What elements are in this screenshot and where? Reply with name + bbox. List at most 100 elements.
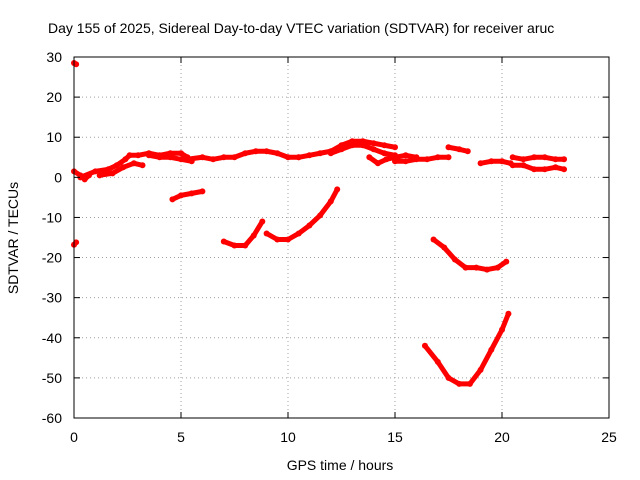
data-point bbox=[199, 154, 206, 161]
data-point bbox=[135, 152, 142, 159]
data-point bbox=[402, 152, 409, 159]
data-point bbox=[274, 150, 281, 157]
grid bbox=[74, 57, 609, 418]
x-tick-label: 25 bbox=[601, 429, 617, 445]
data-point bbox=[73, 61, 80, 68]
data-point bbox=[250, 232, 257, 239]
data-point bbox=[113, 162, 120, 169]
data-point bbox=[126, 152, 133, 159]
data-point bbox=[295, 230, 302, 237]
data-point bbox=[445, 144, 452, 151]
data-point bbox=[242, 150, 249, 157]
data-point bbox=[434, 358, 441, 365]
data-point bbox=[167, 154, 174, 161]
series-arc-10 bbox=[263, 186, 341, 243]
series-arc-16 bbox=[430, 236, 510, 273]
series-arc-18 bbox=[477, 158, 514, 167]
data-point bbox=[306, 152, 313, 159]
data-point bbox=[552, 164, 559, 171]
data-point bbox=[488, 158, 495, 165]
x-axis-label: GPS time / hours bbox=[287, 457, 394, 473]
data-point bbox=[220, 154, 227, 161]
data-point bbox=[374, 160, 381, 167]
data-point bbox=[327, 198, 334, 205]
series-arc-7 bbox=[184, 148, 302, 163]
data-point bbox=[199, 188, 206, 195]
data-point bbox=[92, 168, 99, 175]
y-axis-label: SDTVAR / TECUs bbox=[5, 182, 21, 294]
data-point bbox=[464, 148, 471, 155]
data-point bbox=[484, 266, 491, 273]
data-point bbox=[477, 366, 484, 373]
y-tick-label: 10 bbox=[46, 129, 62, 145]
data-point bbox=[105, 166, 112, 173]
series-arc-15 bbox=[445, 144, 471, 155]
data-point bbox=[285, 154, 291, 161]
y-tick-label: -30 bbox=[42, 290, 62, 306]
data-point bbox=[392, 158, 398, 165]
series-line bbox=[221, 218, 265, 249]
plot-frame bbox=[73, 56, 610, 419]
y-tick-label: -20 bbox=[42, 250, 62, 266]
data-point bbox=[338, 146, 345, 153]
series-line bbox=[431, 237, 509, 273]
data-point bbox=[392, 144, 398, 151]
data-point bbox=[561, 166, 568, 173]
data-point bbox=[178, 150, 184, 157]
data-point bbox=[413, 156, 420, 163]
data-point bbox=[178, 192, 184, 199]
data-point bbox=[499, 158, 505, 165]
data-point bbox=[466, 380, 473, 387]
data-point bbox=[130, 160, 137, 167]
series-arc-9 bbox=[220, 218, 266, 249]
data-point bbox=[285, 236, 291, 243]
series-line bbox=[422, 311, 511, 387]
y-tick-label: -10 bbox=[42, 209, 62, 225]
data-point bbox=[430, 236, 437, 243]
chart-title: Day 155 of 2025, Sidereal Day-to-day VTE… bbox=[48, 20, 554, 36]
data-point bbox=[505, 310, 512, 317]
x-tick-label: 0 bbox=[70, 429, 78, 445]
data-point bbox=[252, 148, 259, 155]
x-tick-label: 15 bbox=[387, 429, 403, 445]
data-point bbox=[359, 142, 366, 149]
data-point bbox=[456, 380, 463, 387]
series-arc-20 bbox=[509, 162, 568, 173]
series-arc-1 bbox=[71, 60, 80, 68]
data-point bbox=[462, 264, 469, 271]
data-point bbox=[96, 172, 103, 179]
data-point bbox=[441, 244, 448, 251]
data-point bbox=[402, 158, 409, 165]
x-tick-label: 5 bbox=[177, 429, 185, 445]
y-tick-label: 20 bbox=[46, 89, 62, 105]
data-point bbox=[541, 154, 548, 161]
data-point bbox=[561, 156, 568, 163]
data-point bbox=[274, 236, 281, 243]
data-point bbox=[178, 156, 184, 163]
y-tick-label: -40 bbox=[42, 330, 62, 346]
data-point bbox=[145, 152, 152, 159]
series-arc-8 bbox=[169, 188, 206, 203]
data-point bbox=[424, 156, 431, 163]
data-point bbox=[499, 326, 505, 333]
data-point bbox=[220, 238, 227, 245]
data-point bbox=[434, 154, 441, 161]
data-point bbox=[334, 186, 341, 193]
data-point bbox=[445, 154, 452, 161]
data-point bbox=[451, 256, 458, 263]
data-series bbox=[71, 60, 568, 387]
data-point bbox=[139, 162, 146, 169]
data-point bbox=[327, 150, 334, 157]
series-line bbox=[478, 158, 514, 166]
data-point bbox=[531, 166, 538, 173]
data-point bbox=[317, 212, 324, 219]
data-point bbox=[122, 156, 129, 163]
y-tick-label: 30 bbox=[46, 49, 62, 65]
data-point bbox=[263, 148, 270, 155]
data-point bbox=[370, 146, 377, 153]
data-point bbox=[242, 242, 249, 249]
y-tick-label: -50 bbox=[42, 370, 62, 386]
data-point bbox=[210, 156, 217, 163]
data-point bbox=[263, 230, 270, 237]
